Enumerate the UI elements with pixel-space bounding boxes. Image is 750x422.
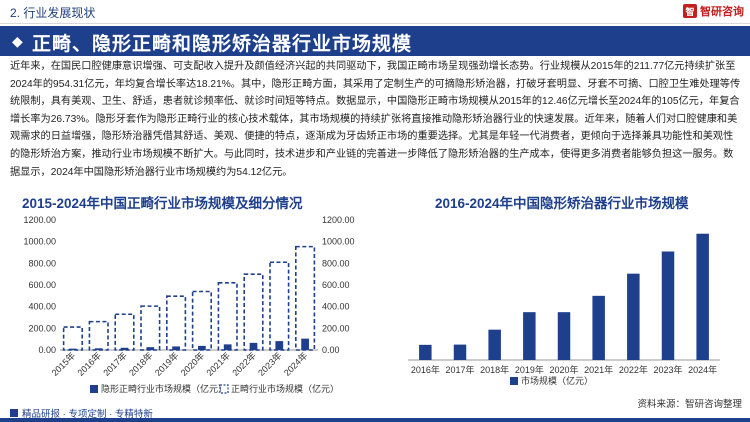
footer-tags-text: 精品研报 · 专项定制 · 专精特新	[22, 409, 153, 420]
x-tick-label: 2020年	[178, 350, 206, 378]
chart2-container: 2016年 2017年 2018年 2019年 2020年 2021年 2022年 2023年…	[390, 210, 745, 395]
legend-swatch-invisible	[90, 385, 98, 393]
bar-orthodontics-market	[191, 290, 212, 351]
bar-aligner-market	[557, 312, 571, 360]
title-marker-icon: ◆	[12, 33, 23, 49]
title-bar: ◆ 正畸、隐形正畸和隐形矫治器行业市场规模	[0, 26, 750, 56]
x-tick-label: 2016年	[411, 364, 440, 375]
y-right-tick-label: 200.00	[322, 323, 350, 333]
bar-invisible-orthodontics-market	[223, 344, 232, 350]
chart2-svg: 2016年 2017年 2018年 2019年 2020年 2021年 2022年 2023年…	[408, 233, 720, 386]
legend-swatch-aligner	[510, 377, 518, 385]
x-tick-label: 2024年	[688, 364, 717, 375]
chart2-title: 2016-2024年中国隐形矫治器行业市场规模	[435, 196, 689, 211]
bar-orthodontics-market	[140, 305, 161, 351]
x-tick-label: 2019年	[152, 350, 180, 378]
bar-invisible-orthodontics-market	[301, 338, 309, 350]
logo-mark-icon: 智	[683, 4, 697, 18]
y-right-tick-label: 800.00	[322, 258, 350, 268]
bar-orthodontics-market	[217, 282, 238, 351]
legend-label-invisible: 隐形正畸行业市场规模（亿元）	[101, 383, 227, 394]
brand-logo: 智 智研咨询	[683, 3, 744, 19]
bar-orthodontics-market	[88, 320, 109, 351]
bar-invisible-orthodontics-market	[198, 345, 206, 350]
chart1-svg: 0.00 200.00 400.00 600.00 800.00 1000.00 1200.…	[23, 215, 355, 394]
x-tick-label: 2023年	[653, 364, 682, 375]
body-paragraph: 近年来，在国民口腔健康意识增强、可支配收入提升及颜值经济兴起的共同驱动下，我国正…	[10, 61, 741, 178]
bar-orthodontics-market	[243, 273, 264, 351]
bar-orthodontics-market	[269, 261, 290, 351]
x-tick-label: 2018年	[480, 364, 509, 375]
legend-label-orthodontics: 正畸行业市场规模（亿元）	[231, 383, 339, 394]
bar-invisible-orthodontics-market	[94, 348, 103, 350]
x-tick-label: 2021年	[584, 364, 613, 375]
y-left-tick-label: 600.00	[28, 280, 56, 290]
x-tick-label: 2022年	[619, 364, 648, 375]
y-right-tick-label: 1000.00	[322, 237, 355, 247]
y-left-tick-label: 800.00	[28, 258, 56, 268]
bar-aligner-market	[696, 233, 709, 360]
chart1-title: 2015-2024年中国正畸行业市场规模及细分情况	[22, 196, 303, 211]
page-title: 正畸、隐形正畸和隐形矫治器行业市场规模	[32, 34, 413, 55]
bar-invisible-orthodontics-market	[69, 348, 77, 350]
y-left-tick-label: 1200.00	[23, 215, 56, 225]
x-tick-label: 2019年	[515, 364, 544, 375]
x-tick-label: 2022年	[230, 350, 258, 378]
x-tick-label: 2018年	[126, 350, 154, 378]
bar-orthodontics-market	[62, 326, 83, 351]
bar-aligner-market	[627, 273, 640, 360]
top-header: 2. 行业发展现状 智 智研咨询	[0, 0, 750, 24]
y-right-tick-label: 600.00	[322, 280, 350, 290]
x-tick-label: 2020年	[549, 364, 578, 375]
section-label: 2. 行业发展现状	[10, 6, 96, 20]
bar-invisible-orthodontics-market	[249, 342, 258, 350]
legend-swatch-orthodontics	[219, 384, 229, 394]
y-left-tick-label: 0.00	[38, 345, 56, 355]
bar-invisible-orthodontics-market	[120, 347, 129, 350]
bar-orthodontics-market	[166, 295, 187, 351]
y-left-tick-label: 400.00	[28, 302, 56, 312]
bar-invisible-orthodontics-market	[172, 346, 180, 350]
bar-invisible-orthodontics-market	[146, 347, 155, 350]
y-right-tick-label: 0.00	[322, 345, 340, 355]
bar-orthodontics-market	[295, 245, 316, 351]
footer-tags: 精品研报 · 专项定制 · 专精特新	[10, 406, 153, 420]
bar-aligner-market	[419, 344, 432, 360]
footer-divider	[0, 418, 750, 422]
source-note: 资料来源：智研咨询整理	[637, 399, 742, 410]
footer-square-icon	[10, 409, 18, 417]
x-tick-label: 2017年	[101, 350, 129, 378]
bar-aligner-market	[592, 295, 605, 360]
bar-orthodontics-market	[114, 313, 135, 351]
y-left-tick-label: 1000.00	[23, 237, 56, 247]
x-tick-label: 2016年	[75, 350, 103, 378]
x-tick-label: 2024年	[281, 350, 309, 378]
x-tick-label: 2017年	[445, 364, 474, 375]
x-tick-label: 2023年	[255, 350, 283, 378]
bar-aligner-market	[661, 251, 675, 360]
legend-label-aligner: 市场规模（亿元）	[521, 375, 593, 386]
y-right-tick-label: 400.00	[322, 302, 350, 312]
chart1-container: 0.00 200.00 400.00 600.00 800.00 1000.00 1200.…	[0, 210, 380, 405]
bar-aligner-market	[523, 312, 536, 360]
bar-invisible-orthodontics-market	[275, 341, 284, 350]
y-right-tick-label: 1200.00	[322, 215, 355, 225]
y-left-tick-label: 200.00	[28, 323, 56, 333]
bar-aligner-market	[488, 329, 501, 360]
bar-aligner-market	[453, 344, 467, 360]
x-tick-label: 2021年	[204, 350, 232, 378]
logo-text: 智研咨询	[700, 6, 744, 18]
